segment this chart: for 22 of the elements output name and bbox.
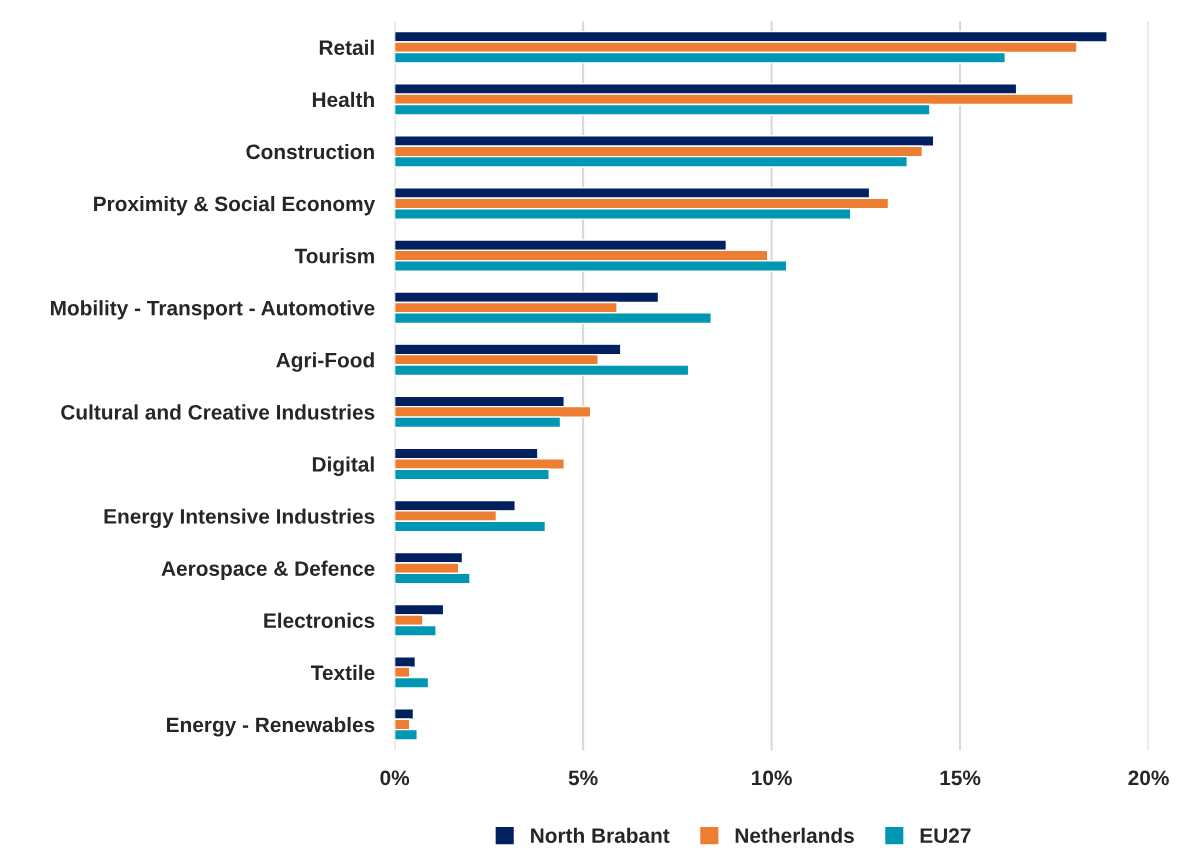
legend-label: EU27 — [920, 828, 971, 843]
legend-label: North Brabant — [531, 827, 670, 843]
x-tick-label: 15% — [940, 770, 981, 786]
y-tick-label: Textile — [310, 664, 375, 681]
y-tick-label: Mobility - Transport - Automotive — [50, 300, 375, 320]
y-tick-label: Energy - Renewables — [167, 716, 375, 737]
y-tick-label: Energy Intensive Industries — [104, 508, 375, 529]
y-tick-label: Health — [312, 91, 374, 108]
y-tick-label: Retail — [319, 39, 374, 55]
y-tick-label: Cultural and Creative Industries — [61, 404, 375, 420]
y-tick-label: Construction — [246, 143, 374, 160]
y-tick-label: Electronics — [264, 612, 375, 629]
x-tick-label: 20% — [1128, 770, 1169, 786]
y-tick-label: Tourism — [294, 248, 374, 264]
y-tick-label: Digital — [312, 456, 374, 476]
legend-label: Netherlands — [735, 827, 854, 843]
y-tick-label: Proximity & Social Economy — [94, 195, 376, 216]
x-tick-label: 0% — [380, 770, 410, 786]
x-tick-label: 10% — [752, 770, 792, 786]
y-tick-label: Agri-Food — [276, 352, 374, 372]
y-tick-label: Aerospace & Defence — [161, 560, 375, 581]
x-tick-label: 5% — [568, 770, 598, 786]
